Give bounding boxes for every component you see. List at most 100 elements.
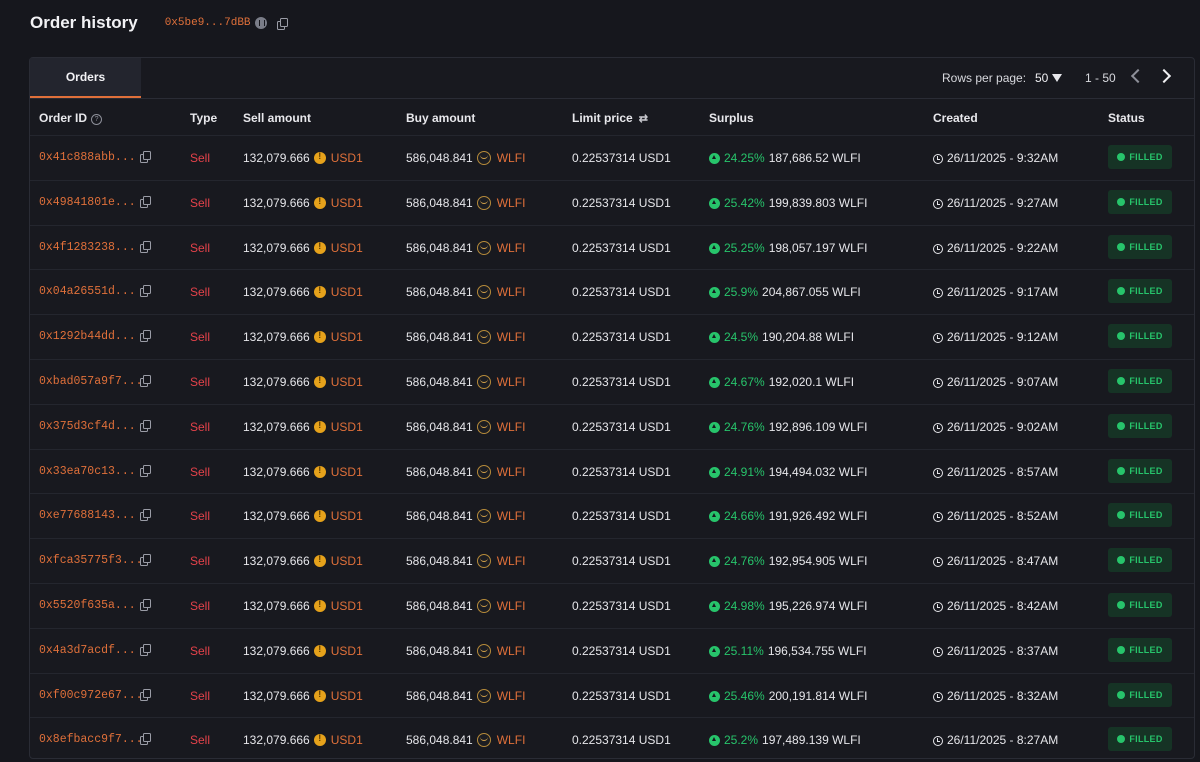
table-row[interactable]: 0x04a26551d... Sell 132,079.666 USD1 586,048… [30,269,1194,314]
status-badge: FILLED [1108,324,1172,349]
copy-icon[interactable] [140,643,151,656]
buy-token-link[interactable]: WLFI [496,151,526,165]
limit-price: 0.22537314 USD1 [572,509,671,524]
copy-icon[interactable] [140,151,151,163]
buy-token-link[interactable]: WLFI [496,285,526,300]
buy-token-link[interactable]: WLFI [496,688,526,703]
buy-amount: 586,048.841 WLFI [406,419,526,434]
order-type: Sell [190,375,211,389]
status-label: FILLED [1129,510,1163,521]
sell-amount: 132,079.666 USD1 [243,375,363,389]
order-id-link[interactable]: 0x49841801e... [39,195,136,209]
surplus-amount: 199,839.803 WLFI [768,195,868,210]
buy-token-link[interactable]: WLFI [496,599,526,613]
order-id-link[interactable]: 0x33ea70c13... [39,464,136,478]
created-time: 26/11/2025 - 8:52AM [933,509,1058,523]
order-id-link[interactable]: 0xf00c972e67... [39,688,143,702]
wallet-address-link[interactable]: 0x5be9...7dBB [164,17,251,29]
sell-token-link[interactable]: USD1 [330,285,363,300]
buy-token-link[interactable]: WLFI [496,643,526,658]
buy-token-link[interactable]: WLFI [496,195,526,210]
table-row[interactable]: 0x41c888abb... Sell 132,079.666 USD1 586,048… [30,135,1194,180]
order-id-link[interactable]: 0xbad057a9f7... [39,375,143,388]
table-row[interactable]: 0x4f1283238... Sell 132,079.666 USD1 586,048… [30,224,1194,270]
order-id-link[interactable]: 0xfca35775f3... [39,554,143,568]
sell-token-link[interactable]: USD1 [330,733,363,748]
sell-token-link[interactable]: USD1 [330,419,363,434]
surplus-amount: 191,926.492 WLFI [768,509,868,524]
created-time: 26/11/2025 - 8:27AM [933,733,1058,747]
order-id-link[interactable]: 0x8efbacc9f7... [39,733,143,747]
copy-icon[interactable] [140,195,151,208]
order-id-link[interactable]: 0x1292b44dd... [39,330,136,344]
status-label: FILLED [1129,331,1163,342]
buy-token-link[interactable]: WLFI [496,733,526,748]
order-id-link[interactable]: 0x4a3d7acdf... [39,643,136,657]
buy-token-link[interactable]: WLFI [496,509,526,524]
copy-icon[interactable] [140,285,151,298]
order-type: Sell [190,464,211,479]
buy-token-link[interactable]: WLFI [496,464,526,479]
tab-orders[interactable]: Orders [30,58,141,98]
sell-token-link[interactable]: USD1 [330,554,363,569]
table-row[interactable]: 0x4a3d7acdf... Sell 132,079.666 USD1 586,048… [30,627,1194,673]
order-id-link[interactable]: 0x04a26551d... [39,285,136,299]
next-page-icon[interactable] [1156,68,1172,84]
buy-token-link[interactable]: WLFI [496,419,526,434]
sell-token-link[interactable]: USD1 [330,643,363,658]
order-id-link[interactable]: 0xe77688143... [39,509,136,523]
copy-icon[interactable] [140,688,151,701]
table-row[interactable]: 0xe77688143... Sell 132,079.666 USD1 586,048… [30,493,1194,538]
table-row[interactable]: 0xfca35775f3... Sell 132,079.666 USD1 586,04… [30,538,1194,583]
swap-arrows-icon[interactable]: ⇄ [638,113,648,125]
table-row[interactable]: 0xbad057a9f7... Sell 132,079.666 USD1 586,04… [30,359,1194,404]
order-id-link[interactable]: 0x4f1283238... [39,240,136,254]
wlfi-token-icon [476,285,491,300]
previous-page-icon[interactable] [1130,68,1146,84]
sell-token-link[interactable]: USD1 [330,599,363,613]
table-header: Order ID? Type Sell amount Buy amount Li… [30,99,1194,135]
copy-icon[interactable] [140,464,151,477]
usd1-token-icon [313,599,326,612]
order-id-link[interactable]: 0x375d3cf4d... [39,419,136,433]
clock-icon [933,422,943,433]
order-id-link[interactable]: 0x5520f635a... [39,599,136,612]
table-row[interactable]: 0x1292b44dd... Sell 132,079.666 USD1 586,048… [30,314,1194,359]
order-type: Sell [190,554,211,569]
buy-token-link[interactable]: WLFI [496,240,526,255]
sell-token-link[interactable]: USD1 [330,240,363,255]
created-time: 26/11/2025 - 8:32AM [933,689,1058,703]
copy-icon[interactable] [140,509,151,522]
rows-per-page-select[interactable]: 50 [1035,71,1049,85]
order-type: Sell [190,509,211,524]
sell-token-link[interactable]: USD1 [330,151,363,165]
sell-token-link[interactable]: USD1 [330,375,363,389]
sell-token-link[interactable]: USD1 [330,509,363,524]
order-id-link[interactable]: 0x41c888abb... [39,151,136,164]
table-row[interactable]: 0x49841801e... Sell 132,079.666 USD1 586,048… [30,179,1194,225]
table-row[interactable]: 0x33ea70c13... Sell 132,079.666 USD1 586,048… [30,448,1194,494]
sell-token-link[interactable]: USD1 [330,464,363,479]
check-circle-icon [1117,197,1126,206]
copy-icon[interactable] [140,240,151,253]
table-row[interactable]: 0x5520f635a... Sell 132,079.666 USD1 586,048… [30,583,1194,628]
copy-icon[interactable] [276,17,288,30]
table-row[interactable]: 0x8efbacc9f7... Sell 132,079.666 USD1 586,04… [30,717,1194,762]
buy-token-link[interactable]: WLFI [496,330,526,345]
help-circle-icon[interactable]: ? [91,114,103,125]
copy-icon[interactable] [140,375,151,387]
table-row[interactable]: 0xf00c972e67... Sell 132,079.666 USD1 586,04… [30,672,1194,718]
orders-table-card: Orders Rows per page: 50 1 - 50 Order ID… [29,57,1195,759]
copy-icon[interactable] [140,599,151,611]
copy-icon[interactable] [140,733,151,746]
sell-token-link[interactable]: USD1 [330,330,363,345]
copy-icon[interactable] [140,330,151,343]
sell-token-link[interactable]: USD1 [330,688,363,703]
copy-icon[interactable] [140,554,151,567]
buy-token-link[interactable]: WLFI [496,375,526,389]
sell-token-link[interactable]: USD1 [330,195,363,210]
buy-token-link[interactable]: WLFI [496,554,526,569]
table-row[interactable]: 0x375d3cf4d... Sell 132,079.666 USD1 586,048… [30,403,1194,449]
copy-icon[interactable] [140,419,151,432]
caret-down-icon[interactable] [1052,74,1062,82]
